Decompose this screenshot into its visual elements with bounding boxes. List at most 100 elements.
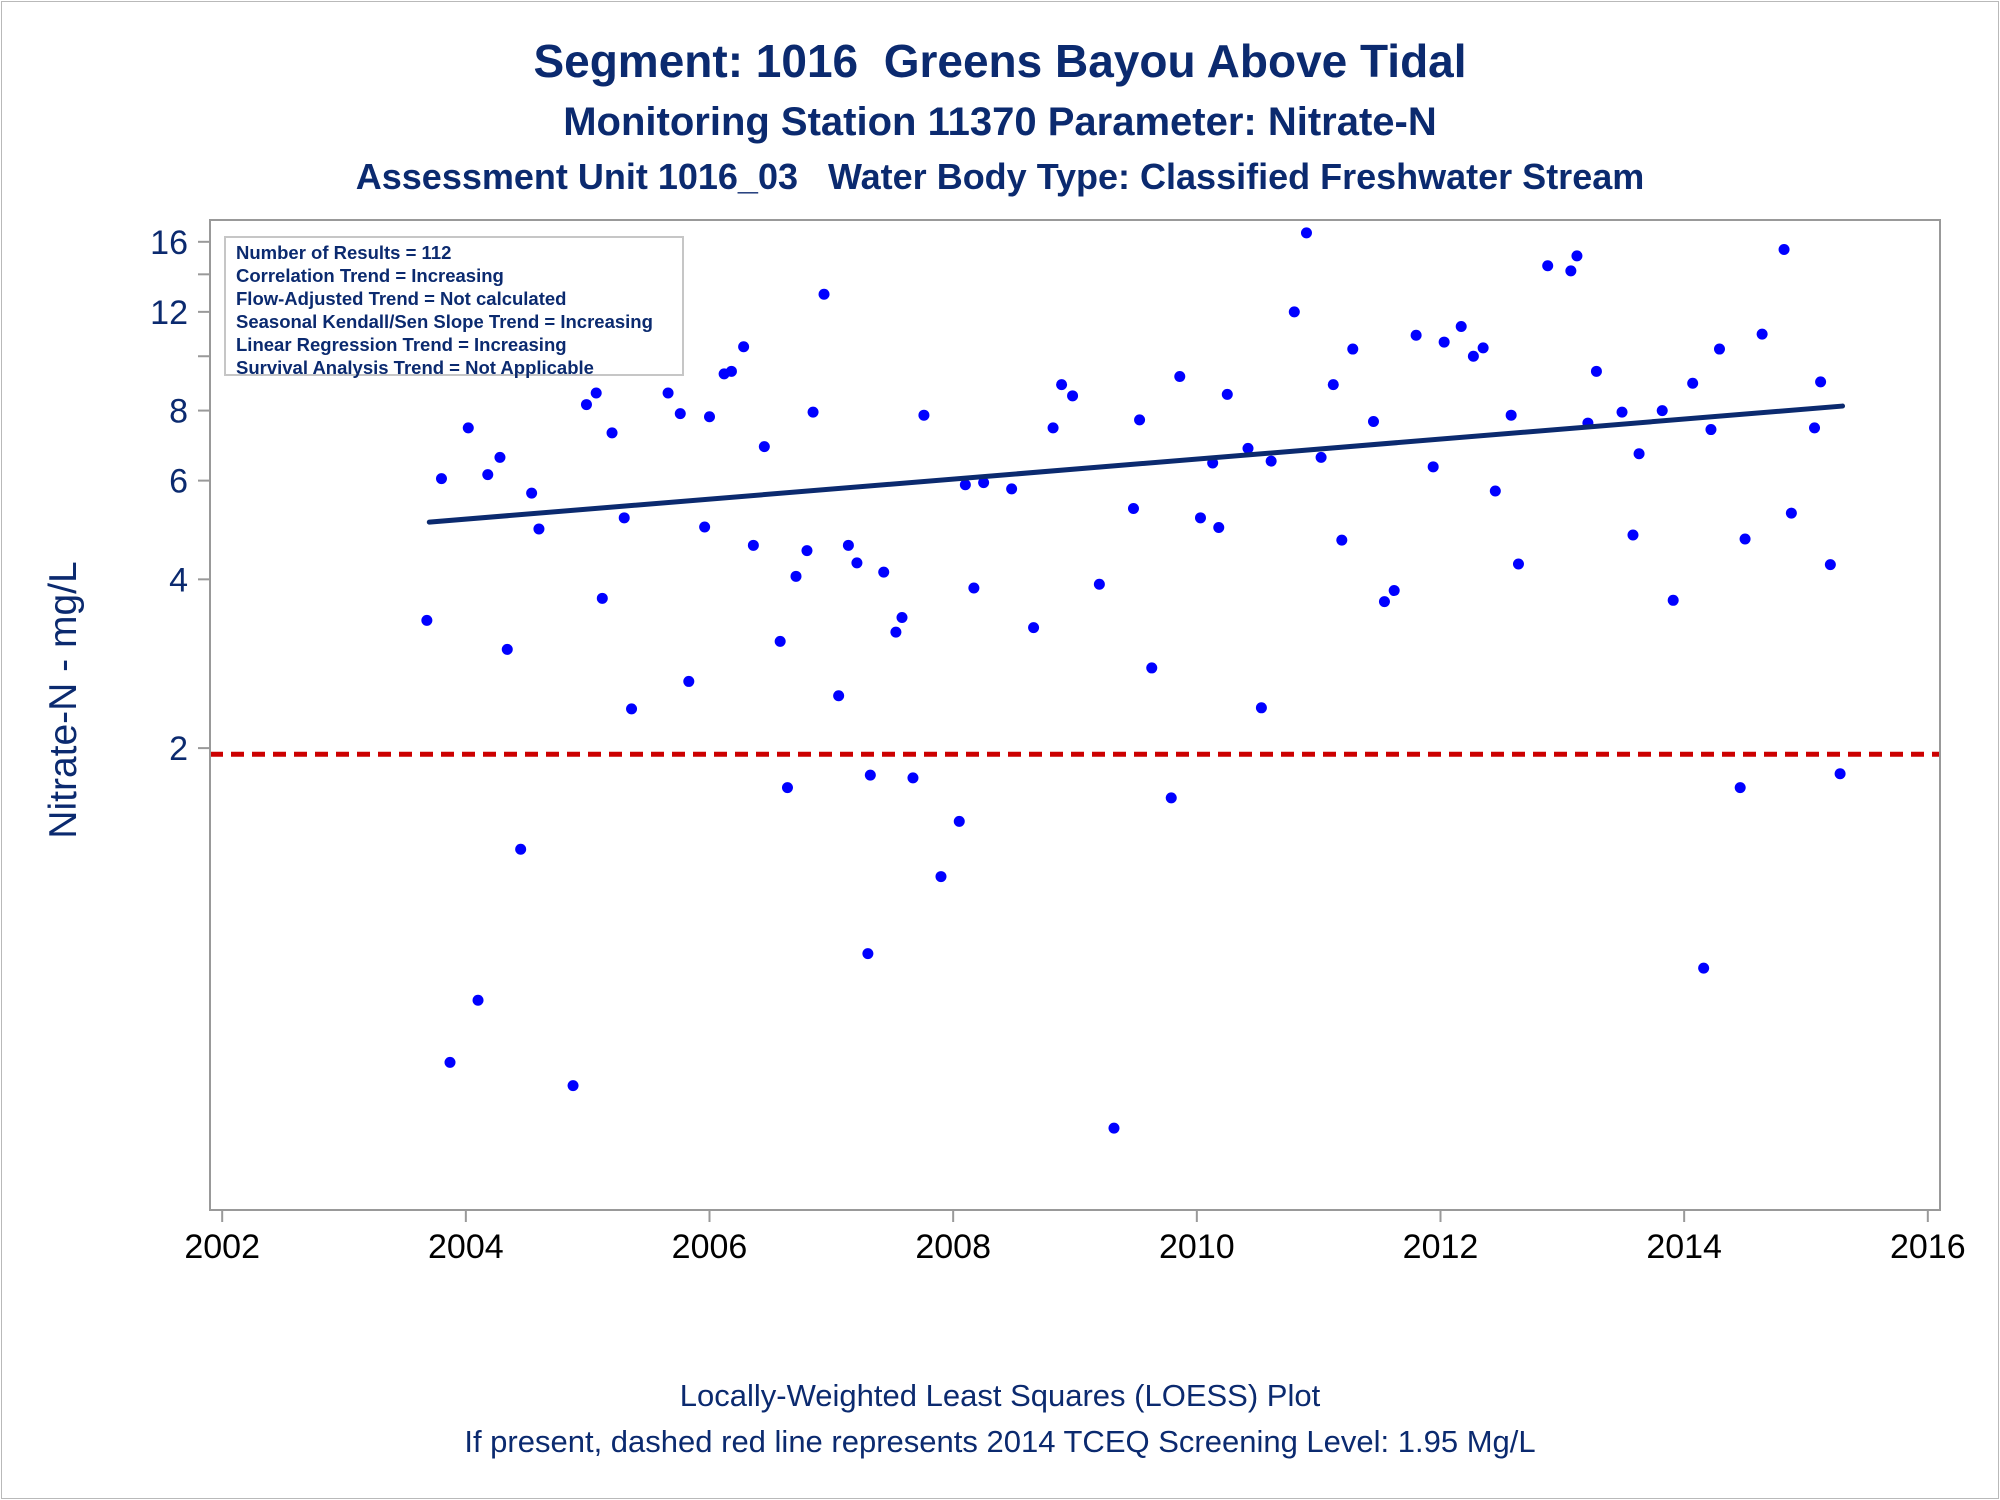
- x-tick-label: 2006: [672, 1228, 748, 1266]
- data-point: [1174, 371, 1186, 383]
- data-point: [1542, 260, 1554, 272]
- data-point: [444, 1056, 456, 1068]
- data-point: [1756, 328, 1768, 340]
- data-point: [1590, 365, 1602, 377]
- data-point: [1739, 533, 1751, 545]
- data-point: [1512, 558, 1524, 570]
- data-point: [738, 341, 750, 353]
- data-point: [1467, 350, 1479, 362]
- data-point: [801, 545, 813, 557]
- data-point: [1255, 702, 1267, 714]
- data-point: [1505, 409, 1517, 421]
- data-point: [1656, 405, 1668, 417]
- data-point: [1300, 227, 1312, 239]
- x-tick-label: 2014: [1646, 1228, 1722, 1266]
- data-point: [494, 451, 506, 463]
- data-point: [1687, 377, 1699, 389]
- data-point: [683, 675, 695, 687]
- data-point: [567, 1080, 579, 1092]
- data-point: [935, 871, 947, 883]
- data-point: [590, 387, 602, 399]
- data-point: [618, 512, 630, 524]
- data-point: [1028, 622, 1040, 634]
- data-point: [864, 769, 876, 781]
- chart-title: Segment: 1016 Greens Bayou Above Tidal: [533, 35, 1467, 87]
- data-point: [1213, 521, 1225, 533]
- data-point: [1667, 594, 1679, 606]
- y-axis-label: Nitrate-N - mg/L: [42, 561, 85, 839]
- legend-item: Seasonal Kendall/Sen Slope Trend = Incre…: [236, 311, 653, 332]
- x-tick-label: 2002: [184, 1228, 260, 1266]
- data-point: [907, 772, 919, 784]
- data-point: [833, 690, 845, 702]
- legend-item: Flow-Adjusted Trend = Not calculated: [236, 288, 567, 309]
- data-point: [1388, 585, 1400, 597]
- footnote-screening: If present, dashed red line represents 2…: [464, 1424, 1536, 1459]
- data-point: [435, 473, 447, 485]
- data-point: [1194, 512, 1206, 524]
- chart-subtitle-2: Assessment Unit 1016_03 Water Body Type:…: [355, 156, 1645, 197]
- data-point: [1698, 962, 1710, 974]
- data-point: [878, 566, 890, 578]
- data-point: [1565, 265, 1577, 277]
- data-points: [421, 227, 1846, 1134]
- data-point: [1108, 1122, 1120, 1134]
- data-point: [1571, 250, 1583, 262]
- data-point: [959, 479, 971, 491]
- data-point: [1627, 529, 1639, 541]
- data-point: [1785, 507, 1797, 519]
- data-point: [1056, 379, 1068, 391]
- data-point: [526, 487, 538, 499]
- data-point: [747, 539, 759, 551]
- data-point: [807, 406, 819, 418]
- footnote-method: Locally-Weighted Least Squares (LOESS) P…: [679, 1378, 1321, 1413]
- data-point: [674, 408, 686, 420]
- data-point: [662, 387, 674, 399]
- y-tick-label: 8: [169, 393, 188, 431]
- y-tick-label: 12: [150, 294, 188, 332]
- data-point: [606, 427, 618, 439]
- data-point: [1165, 792, 1177, 804]
- reference-lines: [210, 403, 1940, 757]
- data-point: [596, 592, 608, 604]
- legend-item: Correlation Trend = Increasing: [236, 265, 504, 286]
- data-point: [1633, 448, 1645, 460]
- data-point: [462, 422, 474, 434]
- data-point: [1221, 388, 1233, 400]
- y-tick-label: 4: [169, 561, 188, 599]
- data-point: [1367, 415, 1379, 427]
- data-point: [580, 399, 592, 411]
- data-point: [1489, 485, 1501, 497]
- data-point: [1809, 422, 1821, 434]
- data-point: [1778, 244, 1790, 256]
- chart-subtitle: Monitoring Station 11370 Parameter: Nitr…: [563, 100, 1437, 144]
- data-point: [918, 409, 930, 421]
- data-point: [1713, 343, 1725, 355]
- legend-item: Linear Regression Trend = Increasing: [236, 334, 567, 355]
- data-point: [862, 948, 874, 960]
- data-point: [890, 626, 902, 638]
- data-point: [1438, 336, 1450, 348]
- data-point: [699, 521, 711, 533]
- data-point: [1327, 379, 1339, 391]
- data-point: [842, 539, 854, 551]
- data-point: [790, 570, 802, 582]
- data-point: [1477, 342, 1489, 354]
- data-point: [482, 469, 494, 481]
- x-tick-label: 2008: [915, 1228, 991, 1266]
- data-point: [1146, 662, 1158, 674]
- axes: 2002 2004 2006 2008 2010 2012 2014 2016 2 4 6 8 12 16: [150, 219, 1966, 1266]
- data-point: [774, 635, 786, 647]
- data-point: [1265, 455, 1277, 467]
- data-point: [1378, 596, 1390, 608]
- trend-line: [426, 403, 1846, 525]
- data-point: [1824, 559, 1836, 571]
- data-point: [1455, 320, 1467, 332]
- data-point: [978, 477, 990, 489]
- data-point: [851, 557, 863, 569]
- data-point: [781, 782, 793, 794]
- data-point: [1815, 376, 1827, 388]
- data-point: [1410, 329, 1422, 341]
- data-point: [1288, 306, 1300, 318]
